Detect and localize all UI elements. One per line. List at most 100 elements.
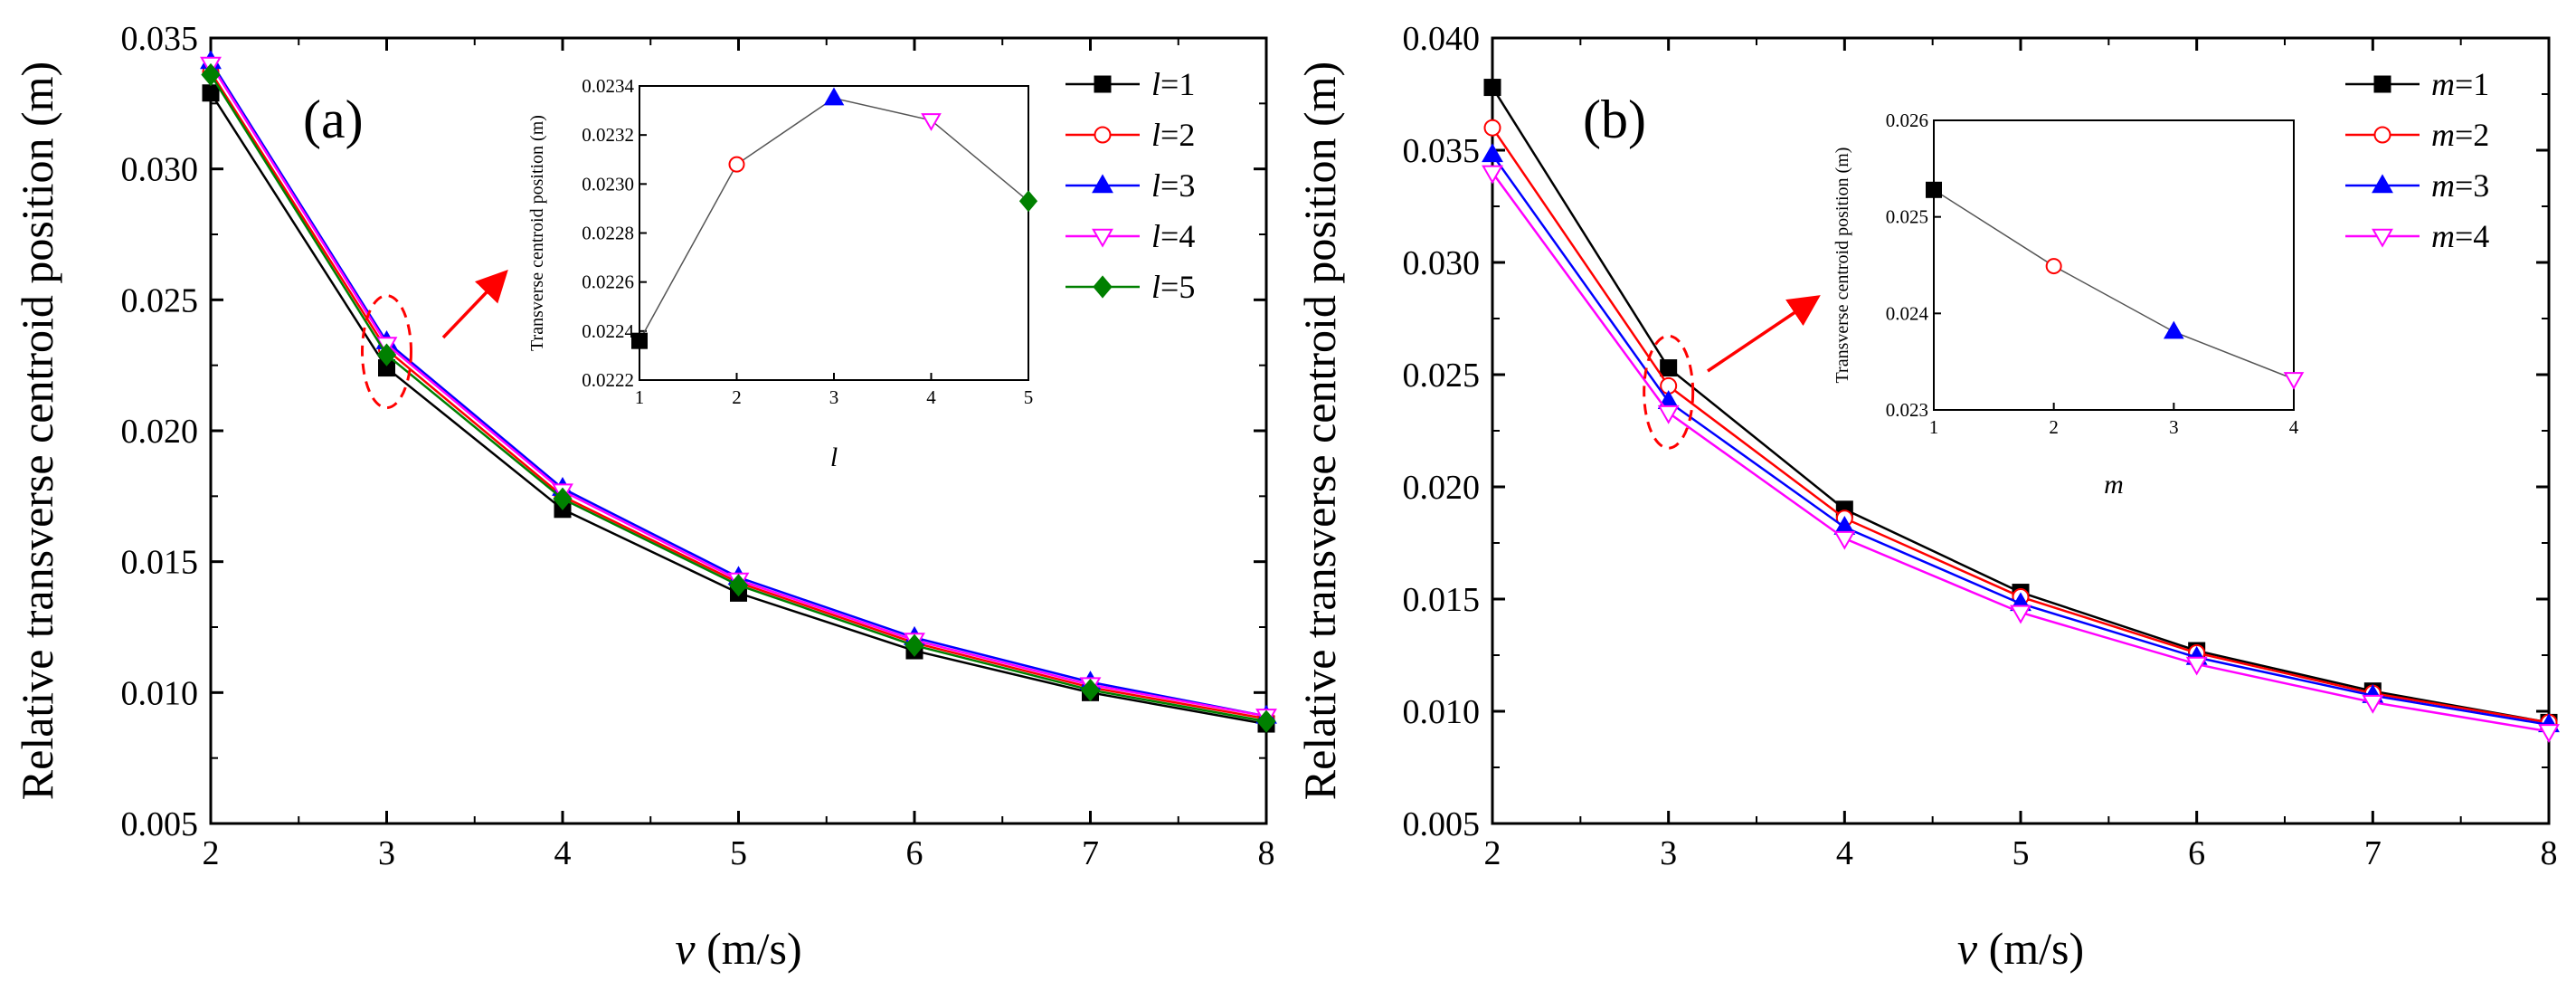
highlight-ellipse [361,294,412,410]
legend-value: =3 [1160,167,1195,204]
y-tick-label: 0.040 [1403,20,1481,58]
inset-data-point [823,87,845,106]
data-point [2362,694,2384,714]
inset-series-line [1933,189,2295,380]
inset-y-tick-label: 0.0222 [582,369,634,391]
data-point [1483,79,1501,97]
legend-variable: m [2431,218,2455,254]
x-axis-label-variable: v [675,923,696,974]
data-point [1657,405,1680,424]
legend-variable: l [1151,167,1160,204]
x-axis-label-unit: (m/s) [1977,923,2084,974]
inset-y-tick-label: 0.0224 [582,320,634,342]
inset-y-tick-label: 0.0226 [582,271,634,293]
inset-x-tick-label: 4 [926,386,936,408]
legend-value: =1 [2455,66,2489,102]
x-tick-label: 2 [1484,834,1501,872]
y-axis-label: Relative transverse centroid position (m… [1294,62,1345,800]
legend-entry: l=5 [1151,269,1195,305]
y-tick-label: 0.010 [121,674,199,712]
legend-value: =2 [2455,117,2489,153]
y-tick-label: 0.025 [121,281,199,319]
legend-marker [1094,126,1112,144]
highlight-arrow [441,269,508,339]
y-tick-label: 0.030 [1403,244,1481,282]
data-point [553,487,573,510]
data-point [1256,709,1276,733]
inset-data-point [2283,372,2305,390]
highlight-arrow [1707,295,1821,373]
inset-frame [1933,119,2295,411]
data-point [2010,604,2031,624]
x-tick-label: 7 [2364,834,2382,872]
inset-chart: 1 2 3 4 0.023 0.024 0.025 0.026 Transverse centr… [1833,109,2305,500]
inset-x-tick-label: 1 [1929,416,1939,438]
data-point [202,84,220,102]
x-tick-label: 5 [2012,834,2030,872]
y-tick-label: 0.025 [1403,357,1481,395]
y-tick-label: 0.015 [121,544,199,582]
inset-x-tick-label: 1 [635,386,645,408]
inset-chart: 1 2 3 4 5 0.0222 0.0224 0.0226 0.0228 0.0230 0.023… [527,75,1038,472]
chart-panel-b: 2 3 4 5 6 7 8 0.005 0.010 0.015 0.020 0.025 0.030 0.0… [1294,20,2560,974]
x-tick-label: 3 [1660,834,1677,872]
legend-value: =5 [1160,269,1195,305]
x-tick-label: 4 [554,834,572,872]
inset-data-point [2164,320,2184,339]
legend-entry: m=3 [2431,167,2489,204]
legend-variable: l [1151,66,1160,102]
legend-entry: m=1 [2431,66,2489,102]
legend-marker [1093,275,1113,299]
inset-y-tick-label: 0.024 [1886,302,1929,324]
y-axis-label: Relative transverse centroid position (m… [12,62,62,800]
legend-value: =3 [2455,167,2489,204]
inset-y-tick-label: 0.0230 [582,173,634,195]
inset-x-tick-label: 4 [2289,416,2299,438]
legend-value: =4 [1160,218,1195,254]
highlight-ellipse [1643,334,1695,450]
inset-y-tick-label: 0.0232 [582,124,634,146]
inset-x-tick-label: 2 [732,386,742,408]
legend-variable: m [2431,117,2455,153]
x-tick-label: 3 [378,834,395,872]
legend-entry: l=3 [1151,167,1195,204]
y-tick-label: 0.030 [121,151,199,189]
legend-value: =2 [1160,117,1195,153]
inset-y-axis-label: Transverse centroid position (m) [527,115,547,351]
x-tick-label: 4 [1836,834,1853,872]
legend-entry: m=4 [2431,218,2489,254]
legend-marker [2372,228,2393,248]
x-axis-label-unit: (m/s) [696,923,802,974]
inset-x-tick-label: 5 [1024,386,1034,408]
inset-y-tick-label: 0.023 [1886,399,1928,421]
legend-variable: m [2431,167,2455,204]
y-tick-label: 0.020 [1403,469,1481,507]
x-tick-label: 8 [2541,834,2558,872]
inset-x-tick-label: 2 [2049,416,2059,438]
panel-label: (a) [303,90,364,149]
data-point [2185,656,2208,676]
legend-marker [1092,174,1113,194]
inset-data-point [728,156,745,173]
legend-entry: m=2 [2431,117,2489,153]
chart-panel-a: 2 3 4 5 6 7 8 0.005 0.010 0.015 0.020 0.025 0.030 0.0… [12,20,1277,974]
data-point [904,633,924,657]
inset-data-point [1018,190,1038,213]
x-axis-label: v (m/s) [1957,923,2084,974]
inset-x-tick-label: 3 [2169,416,2179,438]
x-tick-label: 6 [2188,834,2205,872]
legend-variable: l [1151,117,1160,153]
inset-y-tick-label: 0.026 [1886,109,1928,131]
data-point [1833,530,1856,550]
legend-entry: l=2 [1151,117,1195,153]
y-tick-label: 0.005 [121,805,199,843]
data-point [1660,359,1678,377]
inset-y-tick-label: 0.025 [1886,206,1928,228]
legend-marker [1092,228,1113,248]
legend-entry: l=1 [1151,66,1195,102]
data-point [201,62,221,87]
legend-marker [2372,174,2393,194]
x-tick-label: 5 [730,834,747,872]
inset-data-point [2045,258,2062,275]
y-tick-label: 0.015 [1403,581,1481,619]
